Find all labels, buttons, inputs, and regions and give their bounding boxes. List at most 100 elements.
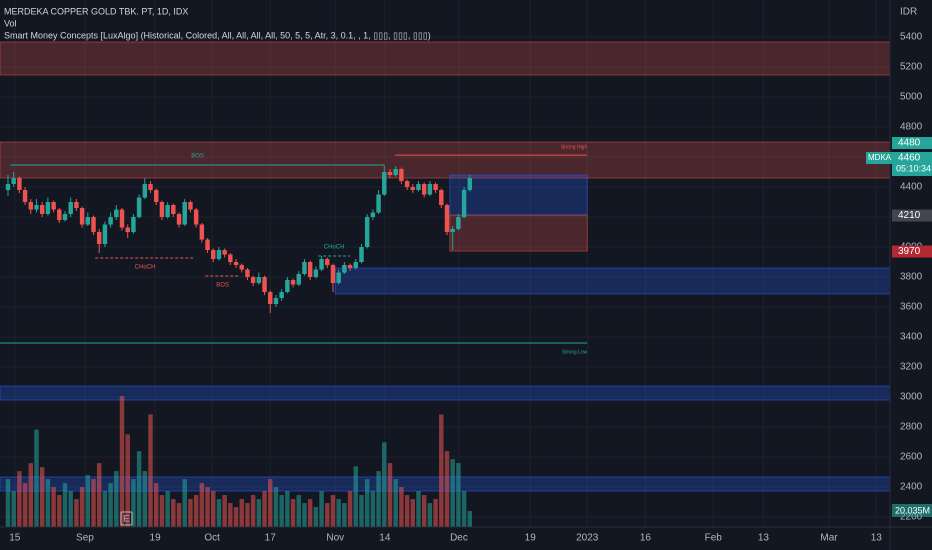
candle-body [279,292,284,299]
volume-bar [250,495,256,527]
candle-body [336,272,341,284]
candle-body [444,205,450,233]
volume-bar [467,511,473,527]
volume-bar [136,451,142,527]
zone [0,385,891,401]
candle-body [176,214,182,225]
x-tick-label: 19 [525,533,537,544]
volume-bar [330,495,336,527]
volume-bar [336,499,341,527]
y-tick-label: 5000 [900,92,923,103]
candle-body [285,280,290,293]
candle-body [34,205,39,210]
candle-body [159,202,165,218]
volume-bar [62,483,68,527]
candle-body [85,217,91,225]
volume-bar [444,451,450,527]
volume-bar [57,495,62,527]
candle-body [410,187,416,191]
volume-bar [307,499,313,527]
x-tick-label: 13 [758,533,770,544]
x-tick-label: Nov [326,533,344,544]
price-label-box [892,245,932,258]
volume-bar [296,495,301,527]
candle-body [359,247,364,263]
volume-bar [68,491,73,527]
price-label-box [892,152,932,177]
volume-bar [51,487,56,527]
price-label: 4460 [898,153,921,164]
volume-bar [39,467,45,527]
candle-body [119,209,125,228]
axes: 5400520050004800460044004200400038003600… [9,32,932,544]
candle-body [439,190,444,206]
structure-label: CHoCH [135,265,156,271]
candle-body [153,190,159,203]
structure-label: Strong Low [562,349,588,355]
candle-body [273,298,279,305]
volume-bar [114,471,119,527]
zone [449,214,588,252]
volume-bar [34,429,39,527]
volume-title: Vol [4,18,17,28]
candle-body [199,224,205,240]
volume-bar [119,396,125,527]
candle-body [228,254,233,263]
candle-body [296,274,301,285]
candle-body [39,205,45,215]
y-tick-label: 3800 [900,272,923,283]
volume-bar [228,503,233,527]
earnings-marker-box[interactable] [120,511,133,526]
candle-body [28,202,34,210]
volume-bar [433,499,438,527]
volume-bar [256,499,262,527]
volume-bar [211,491,216,527]
candle-body [245,269,250,278]
volume-bar [96,463,102,527]
zones [0,41,891,492]
volume-bar [22,483,28,527]
volume-bar [148,414,153,527]
volume-bar [222,495,227,527]
zone [449,174,588,216]
volume-bar [74,499,79,527]
volume-bar [233,507,239,527]
volume-bar [79,487,85,527]
volume-bar [273,487,279,527]
zone [0,41,891,76]
x-tick-label: Oct [204,533,220,544]
candle-body [404,181,410,188]
x-tick-label: 2023 [576,533,599,544]
x-tick-label: Dec [450,533,468,544]
candle-body [96,232,102,245]
indicator-title: Smart Money Concepts [LuxAlgo] (Historic… [4,30,431,40]
x-tick-label: 16 [640,533,652,544]
volume-bar [302,503,307,527]
structure-label: BOS [191,154,204,160]
candle-body [307,262,313,278]
x-tick-label: 14 [379,533,391,544]
countdown: 05:10:34 [896,163,931,173]
volume-bar [353,466,358,527]
candle-body [131,217,136,233]
y-tick-label: 3000 [900,392,923,403]
y-tick-label: 2600 [900,452,923,463]
candle-body [17,178,22,191]
volume-bar [262,491,267,527]
candle-body [268,292,273,305]
volume-bar [159,495,165,527]
volume-bar [102,491,108,527]
volume-bar [45,479,51,527]
candle-body [171,205,176,215]
volume-bar [376,471,381,527]
volume-bar [364,479,370,527]
y-tick-label: 5400 [900,32,923,43]
volume-bar [319,491,324,527]
candle-body [205,239,210,251]
candle-body [11,178,16,185]
y-tick-label: 2200 [900,512,923,523]
structure-label: BOS [216,283,229,289]
candle-body [427,184,433,195]
earnings-marker[interactable]: E [123,513,129,523]
